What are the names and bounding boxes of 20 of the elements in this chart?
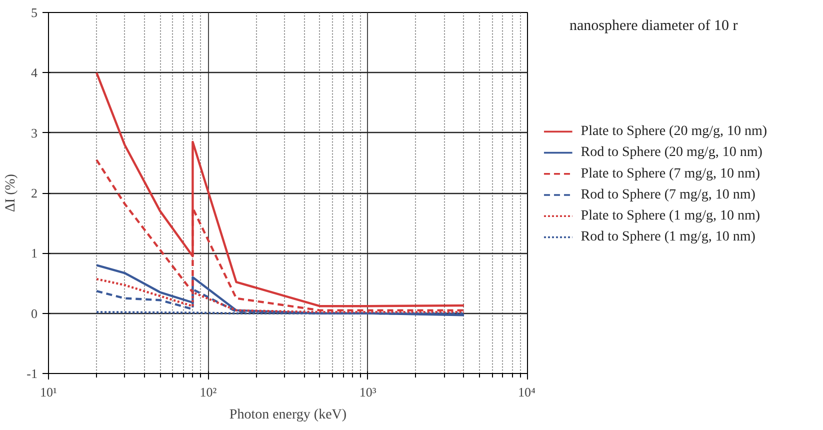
y-tick-label: 4 xyxy=(31,65,38,80)
x-tick-label: 10² xyxy=(200,384,217,400)
y-tick-label: -1 xyxy=(26,366,38,381)
text: nanosphere diameter of 10 r xyxy=(569,18,738,34)
legend-label: Plate to Sphere (1 mg/g, 10 nm) xyxy=(580,208,760,224)
x-tick-label: 10¹ xyxy=(40,384,58,400)
y-axis-title: ΔI (%) xyxy=(4,174,19,212)
x-tick-label: 10³ xyxy=(359,384,376,400)
y-tick-label: 5 xyxy=(31,5,38,20)
x-axis-title: Photon energy (keV) xyxy=(229,408,347,422)
y-tick-label: 1 xyxy=(31,246,38,261)
legend-label: Rod to Sphere (20 mg/g, 10 nm) xyxy=(580,145,763,160)
y-tick-label: 0 xyxy=(31,306,38,321)
legend-label: Plate to Sphere (20 mg/g, 10 nm) xyxy=(580,124,768,140)
x-tick-label: 10⁴ xyxy=(518,384,536,400)
y-tick-label: 2 xyxy=(31,186,38,200)
legend-label: Rod to Sphere (1 mg/g, 10 nm) xyxy=(580,230,756,245)
y-tick-label: 3 xyxy=(31,125,38,140)
legend-label: Rod to Sphere (7 mg/g, 10 nm) xyxy=(580,187,756,202)
legend-label: Plate to Sphere (7 mg/g, 10 nm) xyxy=(580,166,760,182)
